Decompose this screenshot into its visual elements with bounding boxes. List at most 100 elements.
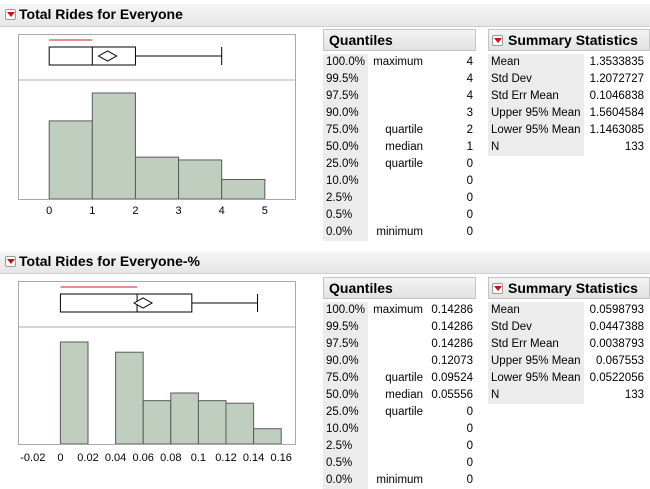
summary-table-2: Mean 0.0598793 Std Dev 0.0447388 Std Err Mea… <box>488 302 644 404</box>
quantile-value: 4 <box>423 54 473 71</box>
x-axis-tick-label: 2 <box>115 205 155 217</box>
quantile-percent: 2.5% <box>323 190 368 207</box>
quantile-row: 97.5% 4 <box>323 88 473 105</box>
quantile-percent: 25.0% <box>323 404 368 421</box>
quantile-percent: 25.0% <box>323 156 368 173</box>
quantile-label: maximum <box>368 54 423 71</box>
quantile-value: 0.14286 <box>423 302 473 319</box>
histogram-bar <box>92 93 135 199</box>
summary-row: Upper 95% Mean 1.5604584 <box>488 105 644 122</box>
quantile-percent: 90.0% <box>323 105 368 122</box>
summary-row: Mean 1.3533835 <box>488 54 644 71</box>
quantile-percent: 0.5% <box>323 207 368 224</box>
summary-value: 1.3533835 <box>584 54 644 71</box>
summary-value: 1.5604584 <box>584 105 644 122</box>
distribution-chart-svg <box>19 282 295 444</box>
summary-row: Std Err Mean 0.0038793 <box>488 336 644 353</box>
quantile-value: 0 <box>423 421 473 438</box>
quantile-percent: 10.0% <box>323 421 368 438</box>
quantile-row: 10.0% 0 <box>323 421 473 438</box>
quantile-label: quartile <box>368 404 423 421</box>
summary-title: Summary Statistics <box>508 280 638 296</box>
quantile-value: 0 <box>423 438 473 455</box>
disclosure-triangle-icon[interactable] <box>5 256 16 267</box>
disclosure-triangle-icon[interactable] <box>492 283 503 294</box>
quantiles-title: Quantiles <box>329 32 393 48</box>
quantile-value: 3 <box>423 105 473 122</box>
quantile-row: 100.0% maximum 4 <box>323 54 473 71</box>
summary-label: N <box>488 139 584 156</box>
quantile-percent: 99.5% <box>323 319 368 336</box>
quantiles-table-1: 100.0% maximum 4 99.5% 4 97.5% 4 90.0% 3 75.0% qua… <box>323 54 473 241</box>
histogram-bar <box>135 157 178 199</box>
quantile-label: quartile <box>368 370 423 387</box>
quantile-row: 0.0% minimum 0 <box>323 472 473 489</box>
x-axis-tick-label: 1 <box>72 205 112 217</box>
quantile-row: 2.5% 0 <box>323 190 473 207</box>
quantile-value: 2 <box>423 122 473 139</box>
quantile-percent: 75.0% <box>323 122 368 139</box>
histogram-bar <box>179 160 222 199</box>
summary-header-1: Summary Statistics <box>488 29 650 51</box>
summary-row: Std Err Mean 0.1046838 <box>488 88 644 105</box>
quantile-percent: 0.5% <box>323 455 368 472</box>
summary-label: Upper 95% Mean <box>488 353 584 370</box>
section-header-1: Total Rides for Everyone <box>0 4 650 27</box>
quantile-percent: 100.0% <box>323 54 368 71</box>
histogram-bar <box>222 179 265 199</box>
quantile-row: 25.0% quartile 0 <box>323 404 473 421</box>
quantile-row: 99.5% 0.14286 <box>323 319 473 336</box>
quantile-percent: 90.0% <box>323 353 368 370</box>
x-axis-tick-label: 4 <box>202 205 242 217</box>
summary-value: 0.067553 <box>584 353 644 370</box>
summary-row: Lower 95% Mean 0.0522056 <box>488 370 644 387</box>
summary-value: 1.2072727 <box>584 71 644 88</box>
histogram-bar <box>49 121 92 199</box>
summary-label: Lower 95% Mean <box>488 122 584 139</box>
quantile-percent: 75.0% <box>323 370 368 387</box>
quantile-row: 25.0% quartile 0 <box>323 156 473 173</box>
quantile-value: 0.14286 <box>423 336 473 353</box>
quantile-label: maximum <box>368 302 423 319</box>
quantiles-header-2: Quantiles <box>323 277 476 299</box>
quantile-row: 100.0% maximum 0.14286 <box>323 302 473 319</box>
quantile-percent: 10.0% <box>323 173 368 190</box>
disclosure-triangle-icon[interactable] <box>5 9 16 20</box>
summary-value: 0.0598793 <box>584 302 644 319</box>
quantile-row: 90.0% 3 <box>323 105 473 122</box>
quantile-value: 0 <box>423 173 473 190</box>
quantile-value: 0 <box>423 224 473 241</box>
quantile-value: 0 <box>423 207 473 224</box>
summary-label: Std Err Mean <box>488 88 584 105</box>
histogram-bar <box>116 352 144 444</box>
distribution-chart-svg <box>19 35 295 199</box>
summary-label: Upper 95% Mean <box>488 105 584 122</box>
summary-row: N 133 <box>488 139 644 156</box>
x-axis-tick-label: 0.16 <box>261 452 301 464</box>
distribution-plot-2 <box>18 281 296 445</box>
quantile-label: median <box>368 387 423 404</box>
quantile-value: 0 <box>423 190 473 207</box>
disclosure-triangle-icon[interactable] <box>492 35 503 46</box>
summary-label: Std Dev <box>488 319 584 336</box>
quantile-value: 0 <box>423 156 473 173</box>
summary-row: Std Dev 1.2072727 <box>488 71 644 88</box>
summary-value: 0.1046838 <box>584 88 644 105</box>
summary-row: Mean 0.0598793 <box>488 302 644 319</box>
histogram-bar <box>226 403 254 444</box>
quantile-value: 0.09524 <box>423 370 473 387</box>
summary-label: N <box>488 387 584 404</box>
histogram-bar <box>171 393 199 444</box>
quantile-percent: 50.0% <box>323 387 368 404</box>
summary-label: Lower 95% Mean <box>488 370 584 387</box>
quantile-value: 1 <box>423 139 473 156</box>
quantile-percent: 97.5% <box>323 336 368 353</box>
quantile-value: 4 <box>423 71 473 88</box>
summary-value: 1.1463085 <box>584 122 644 139</box>
histogram-bar <box>198 401 226 444</box>
quantiles-title: Quantiles <box>329 280 393 296</box>
quantile-percent: 97.5% <box>323 88 368 105</box>
boxplot-box <box>60 294 191 312</box>
summary-value: 0.0447388 <box>584 319 644 336</box>
summary-value: 133 <box>584 139 644 156</box>
